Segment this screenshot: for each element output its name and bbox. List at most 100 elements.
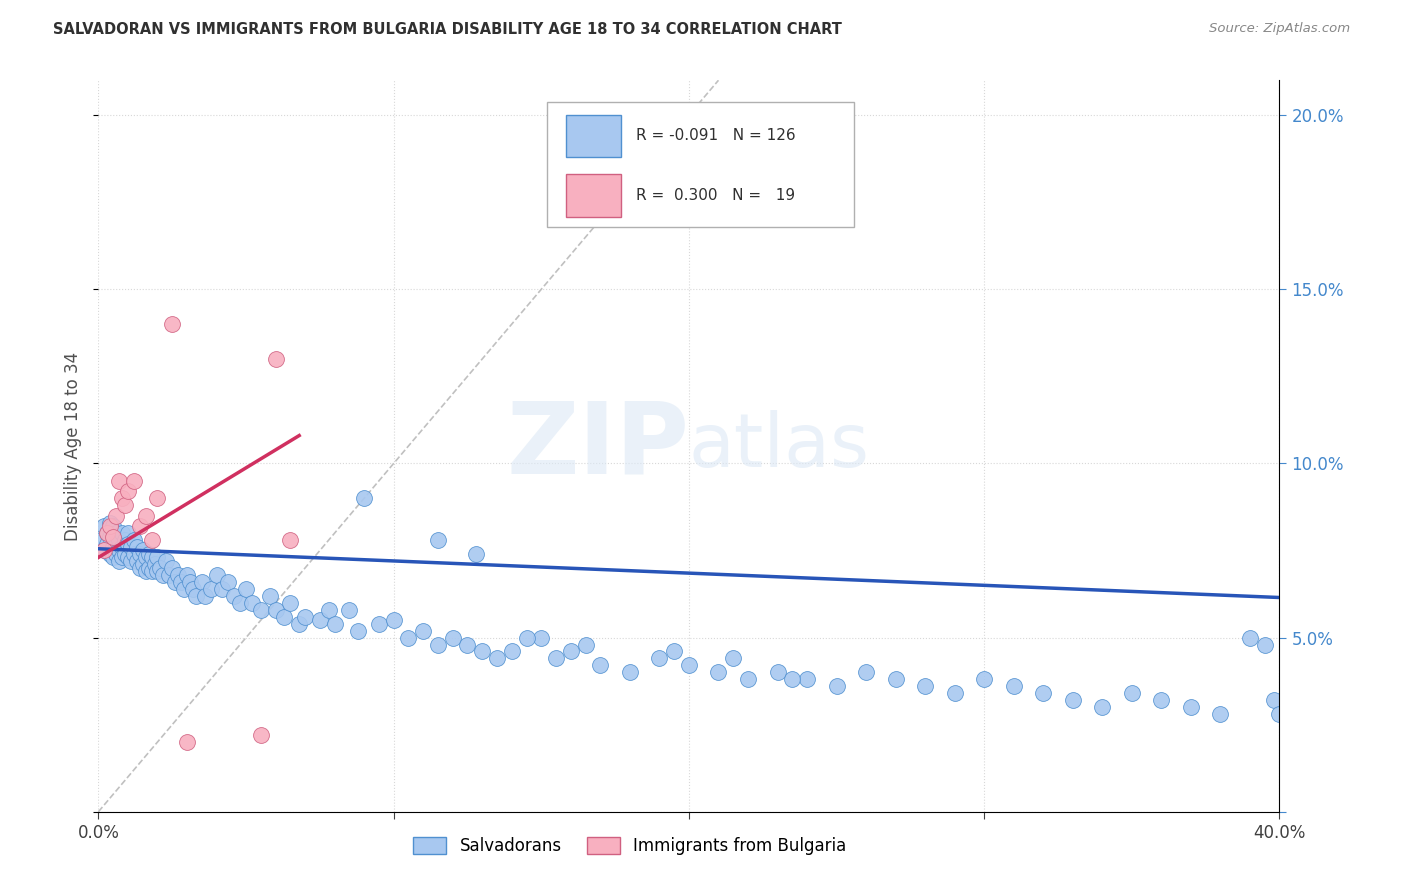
Point: [589, 658, 612, 673]
Point: [117, 536, 139, 550]
Point: [111, 491, 134, 506]
Point: [259, 589, 281, 603]
Point: [1209, 707, 1232, 722]
Point: [323, 616, 346, 631]
Point: [782, 673, 804, 687]
Point: [146, 491, 169, 506]
Point: [138, 561, 160, 575]
Point: [412, 624, 434, 638]
Point: [288, 616, 311, 631]
Point: [250, 603, 273, 617]
Point: [146, 565, 169, 579]
Point: [108, 474, 131, 488]
Point: [165, 574, 187, 589]
Point: [264, 603, 287, 617]
Point: [280, 533, 302, 547]
Point: [96, 536, 118, 550]
Point: [240, 596, 263, 610]
Point: [1239, 631, 1261, 645]
Point: [155, 554, 177, 568]
Point: [181, 582, 204, 596]
Point: [167, 567, 190, 582]
Point: [280, 596, 302, 610]
Point: [766, 665, 789, 680]
Point: [98, 530, 121, 544]
Point: [398, 631, 420, 645]
Point: [235, 582, 257, 596]
Point: [884, 673, 907, 687]
Point: [855, 665, 877, 680]
Point: [103, 519, 125, 533]
Point: [105, 547, 128, 561]
Text: atlas: atlas: [689, 409, 870, 483]
Point: [1263, 693, 1285, 707]
Point: [98, 516, 121, 530]
Point: [111, 526, 134, 541]
Point: [125, 540, 148, 554]
Point: [914, 679, 936, 693]
Point: [264, 351, 287, 366]
Point: [1091, 700, 1114, 714]
Point: [943, 686, 966, 700]
Point: [501, 644, 523, 658]
Point: [146, 550, 169, 565]
Point: [162, 317, 183, 331]
Point: [114, 547, 136, 561]
Point: [339, 603, 361, 617]
Point: [103, 540, 125, 554]
Point: [170, 574, 193, 589]
Point: [135, 565, 157, 579]
Point: [117, 484, 139, 499]
Point: [737, 673, 759, 687]
Point: [560, 644, 582, 658]
Point: [191, 574, 214, 589]
Point: [105, 508, 128, 523]
Point: [1150, 693, 1173, 707]
Point: [678, 658, 700, 673]
Point: [1032, 686, 1054, 700]
Point: [353, 491, 375, 506]
Point: [465, 547, 488, 561]
Legend: Salvadorans, Immigrants from Bulgaria: Salvadorans, Immigrants from Bulgaria: [406, 830, 853, 862]
Point: [122, 474, 145, 488]
Point: [273, 609, 295, 624]
Point: [173, 582, 195, 596]
Point: [1121, 686, 1143, 700]
Point: [176, 735, 198, 749]
Point: [98, 519, 121, 533]
Point: [111, 540, 134, 554]
Point: [1002, 679, 1025, 693]
Point: [318, 603, 340, 617]
Point: [179, 574, 201, 589]
Point: [664, 644, 686, 658]
Point: [427, 533, 450, 547]
Point: [382, 613, 405, 627]
Point: [1254, 638, 1277, 652]
Point: [128, 519, 150, 533]
Point: [973, 673, 995, 687]
Point: [96, 526, 118, 541]
Point: [546, 651, 568, 665]
Point: [132, 543, 155, 558]
Point: [105, 526, 128, 541]
Point: [205, 567, 228, 582]
Point: [575, 638, 598, 652]
Point: [619, 665, 641, 680]
Point: [132, 558, 155, 572]
Point: [162, 561, 183, 575]
Point: [347, 624, 370, 638]
Point: [825, 679, 848, 693]
Text: ZIP: ZIP: [506, 398, 689, 494]
Text: Source: ZipAtlas.com: Source: ZipAtlas.com: [1209, 22, 1350, 36]
Point: [114, 498, 136, 512]
Point: [135, 550, 157, 565]
Point: [117, 550, 139, 565]
Point: [176, 567, 198, 582]
Point: [229, 596, 252, 610]
Point: [707, 665, 730, 680]
Point: [224, 589, 246, 603]
Point: [98, 547, 121, 561]
Point: [1062, 693, 1084, 707]
Point: [128, 561, 150, 575]
Point: [149, 561, 172, 575]
